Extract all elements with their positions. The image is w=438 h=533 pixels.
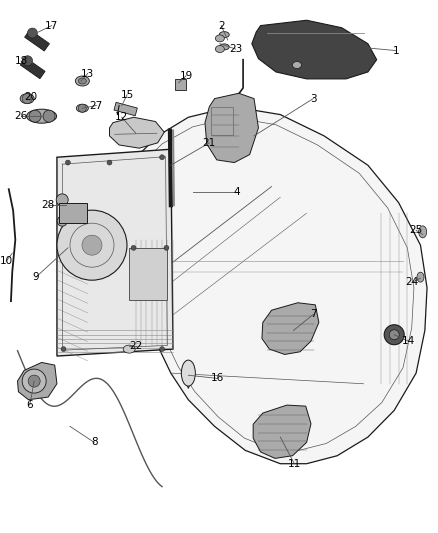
Ellipse shape [123,345,135,353]
Circle shape [159,346,165,352]
Text: 24: 24 [405,278,418,287]
Circle shape [57,210,127,280]
Text: 16: 16 [211,374,224,383]
Ellipse shape [75,76,89,86]
Bar [211,107,233,135]
Ellipse shape [181,360,195,386]
Text: 4: 4 [233,187,240,197]
Text: 9: 9 [32,272,39,282]
Bar [129,248,167,300]
Text: 13: 13 [81,69,94,78]
Polygon shape [262,303,319,354]
Circle shape [82,235,102,255]
Text: 14: 14 [402,336,415,346]
Ellipse shape [20,94,34,103]
Bar [114,102,138,116]
Circle shape [65,160,71,165]
Polygon shape [57,149,173,356]
Text: 21: 21 [203,138,216,148]
Polygon shape [18,362,57,400]
Text: 2: 2 [218,21,225,30]
Text: 23: 23 [229,44,242,54]
Ellipse shape [215,35,224,42]
Circle shape [164,245,169,251]
Text: 27: 27 [90,101,103,110]
Bar [59,203,87,223]
Circle shape [28,375,40,387]
Text: 20: 20 [24,92,37,102]
Ellipse shape [27,109,57,123]
Text: 7: 7 [310,310,317,319]
Ellipse shape [419,226,427,238]
Circle shape [43,110,55,122]
Text: 19: 19 [180,71,193,80]
Text: 18: 18 [14,56,28,66]
Ellipse shape [215,45,224,53]
Polygon shape [205,93,258,163]
Bar [25,30,49,51]
Polygon shape [253,405,311,458]
Circle shape [22,94,32,103]
Text: 10: 10 [0,256,13,266]
Text: 26: 26 [14,111,28,121]
Text: 11: 11 [288,459,301,469]
Circle shape [56,194,68,206]
Text: 8: 8 [91,438,98,447]
Circle shape [159,155,165,160]
Circle shape [22,369,46,393]
Text: 22: 22 [129,342,142,351]
Ellipse shape [76,104,88,112]
Text: 1: 1 [393,46,400,55]
Polygon shape [252,20,377,79]
Bar [20,58,45,79]
Polygon shape [131,107,427,464]
Circle shape [78,104,86,112]
Ellipse shape [78,78,86,84]
Polygon shape [110,117,164,148]
Bar [175,79,186,90]
Circle shape [28,28,37,38]
Text: 28: 28 [42,200,55,210]
Ellipse shape [219,31,229,38]
Circle shape [107,160,112,165]
Circle shape [23,56,32,66]
Circle shape [61,346,66,352]
Text: 17: 17 [45,21,58,30]
Text: 12: 12 [115,112,128,122]
Circle shape [131,245,136,251]
Circle shape [384,325,404,345]
Text: 3: 3 [310,94,317,103]
Ellipse shape [417,272,424,282]
Text: 6: 6 [26,400,33,410]
Circle shape [389,330,399,340]
Ellipse shape [219,44,229,50]
Circle shape [29,110,41,122]
Circle shape [57,216,67,226]
Text: 25: 25 [410,225,423,235]
Ellipse shape [293,61,301,69]
Text: 15: 15 [120,90,134,100]
